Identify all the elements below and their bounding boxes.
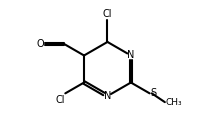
Text: Cl: Cl (103, 9, 112, 19)
Text: Cl: Cl (55, 95, 65, 105)
Text: N: N (127, 51, 135, 60)
Text: O: O (37, 39, 44, 49)
Text: N: N (104, 91, 111, 101)
Text: CH₃: CH₃ (166, 98, 182, 107)
Text: S: S (150, 88, 156, 98)
